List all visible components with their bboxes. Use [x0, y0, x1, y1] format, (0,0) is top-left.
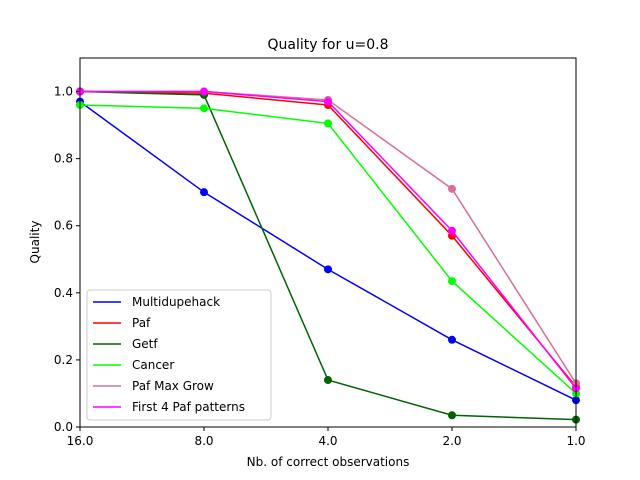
plot-marks — [76, 87, 580, 424]
data-point — [448, 335, 456, 344]
data-point — [200, 104, 208, 113]
data-point — [200, 188, 208, 197]
data-point — [324, 265, 332, 274]
x-tick-label: 8.0 — [194, 434, 213, 448]
legend-label: Paf Max Grow — [132, 379, 214, 393]
y-axis-label: Quality — [28, 221, 42, 264]
data-point — [448, 184, 456, 193]
y-tick-label: 0.4 — [54, 286, 73, 300]
x-axis: 16.0 8.0 4.0 2.0 1.0 — [67, 427, 586, 448]
y-axis: 0.0 0.2 0.4 0.6 0.8 1.0 — [54, 85, 80, 434]
x-tick-label: 4.0 — [318, 434, 337, 448]
legend-label: Cancer — [132, 358, 174, 372]
legend-box — [86, 289, 272, 421]
x-tick-label: 16.0 — [67, 434, 94, 448]
data-point — [324, 119, 332, 128]
data-point — [448, 411, 456, 420]
legend-label: First 4 Paf patterns — [132, 400, 245, 414]
y-tick-label: 0.8 — [54, 152, 73, 166]
y-tick-label: 0.0 — [54, 420, 73, 434]
x-axis-label: Nb. of correct observations — [247, 455, 410, 469]
y-tick-label: 1.0 — [54, 85, 73, 99]
data-point — [448, 226, 456, 235]
data-point — [324, 97, 332, 106]
data-point — [324, 376, 332, 385]
y-tick-label: 0.2 — [54, 353, 73, 367]
chart-title: Quality for u=0.8 — [267, 37, 388, 53]
legend: Multidupehack Paf Getf Cancer Paf Max Grow Fi… — [86, 289, 272, 421]
legend-label: Paf — [132, 316, 151, 330]
y-tick-label: 0.6 — [54, 219, 73, 233]
data-point — [448, 277, 456, 286]
legend-label: Multidupehack — [132, 295, 220, 309]
x-tick-label: 1.0 — [566, 434, 585, 448]
data-point — [200, 87, 208, 96]
legend-label: Getf — [132, 337, 158, 351]
x-tick-label: 2.0 — [442, 434, 461, 448]
